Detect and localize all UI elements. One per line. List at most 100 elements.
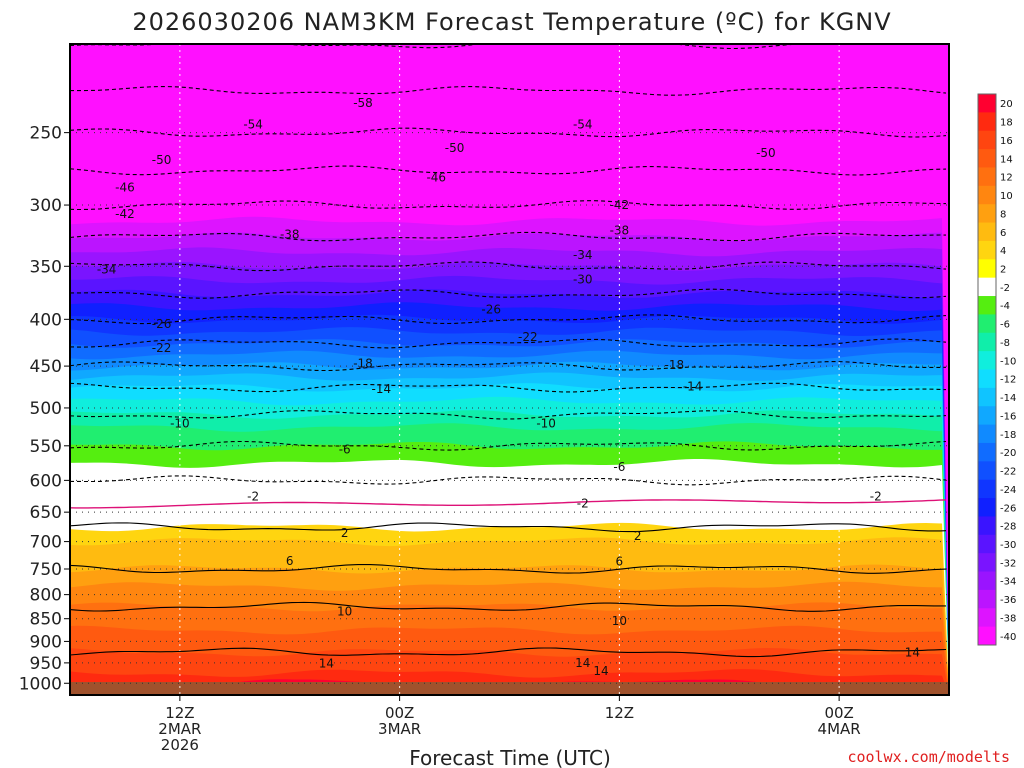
contour-label-text: -42 (610, 198, 630, 212)
contour-label: 6 (286, 554, 294, 568)
colorbar-label: 16 (1000, 136, 1013, 147)
isotherm-contour (70, 165, 947, 176)
contour-label-box (1010, 237, 1024, 250)
plot-frame (69, 43, 950, 696)
contour-label: -54 (573, 118, 593, 132)
isotherm-contour (70, 601, 946, 612)
contour-label: 2 (341, 526, 349, 540)
isotherm-contour (70, 382, 947, 393)
y-tick-label: 450 (30, 357, 62, 377)
colorbar-swatch (978, 130, 996, 150)
colorbar-label: -14 (1000, 393, 1016, 404)
y-tick-label: 800 (30, 586, 62, 606)
colorbar-swatch (978, 296, 996, 315)
colorbar-swatch (978, 167, 996, 187)
colorbar-label: -12 (1000, 375, 1016, 386)
colorbar-label: 6 (1000, 228, 1006, 239)
contour-label: 14 (995, 664, 1013, 678)
contour-label-text: -22 (518, 330, 538, 344)
y-tick-label: 350 (30, 257, 62, 277)
credit-text: coolwx.com/modelts (847, 748, 1010, 766)
colorbar-label: 12 (1000, 173, 1013, 184)
contour-label: -42 (610, 198, 630, 212)
contour-label-text: -2 (870, 490, 882, 504)
colorbar-swatch (978, 185, 996, 205)
contour-label-text: -42 (1012, 207, 1024, 221)
y-tick-label: 500 (30, 399, 62, 419)
contour-label-text: 14 (575, 656, 590, 670)
contour-label: -18 (353, 356, 373, 370)
colorbar-swatch (978, 369, 996, 389)
ground-strip (70, 682, 949, 695)
colorbar-label: 20 (1000, 99, 1013, 110)
contour-label: -50 (152, 153, 172, 167)
contour-label-text: -18 (353, 356, 373, 370)
contour-label-text: -26 (481, 302, 501, 316)
contour-label: -34 (573, 248, 593, 262)
x-tick-label: 4MAR (818, 720, 861, 738)
colorbar-label: -2 (1000, 283, 1010, 294)
colorbar-label: -40 (1000, 632, 1016, 643)
contour-label: -22 (518, 330, 538, 344)
contour-label-text: -54 (243, 118, 263, 132)
contour-label: -58 (353, 96, 373, 110)
colorbar-swatch (978, 534, 996, 554)
contour-label: -38 (610, 224, 630, 238)
contour-label-text: 2 (634, 529, 642, 543)
colorbar-label: -36 (1000, 595, 1016, 606)
y-tick-label: 700 (30, 533, 62, 553)
colorbar-swatch (978, 424, 996, 444)
y-tick-label: 850 (30, 610, 62, 630)
colorbar-swatch (978, 149, 996, 168)
contour-label-text: -46 (1012, 175, 1024, 189)
contour-label-text: -6 (613, 460, 625, 474)
x-tick-label: 00Z (824, 704, 853, 722)
colorbar-label: 2 (1000, 264, 1006, 275)
y-tick-label: 400 (30, 310, 62, 330)
contour-label-text: 6 (286, 554, 294, 568)
contour-label-text: -50 (445, 141, 465, 155)
colorbar-label: -6 (1000, 320, 1010, 331)
colorbar-label: -16 (1000, 411, 1016, 422)
contour-label: -6 (613, 460, 625, 474)
contour-label-text: -46 (115, 180, 135, 194)
isotherm-contour (70, 86, 947, 96)
contour-label: -18 (665, 358, 685, 372)
colorbar-swatch (978, 553, 996, 573)
colorbar-label: -10 (1000, 356, 1016, 367)
contour-label: -22 (152, 341, 172, 355)
contour-label: -38 (1010, 237, 1024, 251)
colorbar-label: -18 (1000, 430, 1016, 441)
isotherm-contour (70, 338, 947, 349)
contour-label-text: -34 (97, 263, 117, 277)
x-tick-label: 00Z (385, 704, 414, 722)
isotherm-contour (70, 288, 947, 299)
contour-label-text: -6 (1016, 437, 1024, 451)
contour-label: 14 (905, 645, 920, 659)
contour-label-text: 14 (319, 657, 334, 671)
colorbar-swatch (978, 204, 996, 224)
colorbar-swatch (978, 626, 996, 646)
isotherm-contour (70, 314, 947, 325)
contour-label-text: -14 (372, 382, 392, 396)
contour-label: 6 (616, 555, 624, 569)
colorbar-swatch (978, 387, 996, 407)
contour-label-text: 10 (337, 605, 352, 619)
isotherm-contour (70, 522, 947, 533)
colorbar-swatch (978, 222, 996, 242)
contour-label-text: -58 (353, 96, 373, 110)
contour-label-text: -22 (1012, 337, 1024, 351)
contour-label: -10 (536, 417, 556, 431)
contour-label: -54 (243, 118, 263, 132)
colorbar-label: -34 (1000, 577, 1016, 588)
contour-label-text: -38 (280, 227, 300, 241)
colorbar-swatch (978, 498, 996, 517)
colorbar-label: -26 (1000, 503, 1016, 514)
contour-label-text: -14 (683, 380, 703, 394)
contour-label: -46 (426, 171, 446, 185)
colorbar-label: -4 (1000, 301, 1010, 312)
contour-label: 2 (634, 529, 642, 543)
contour-label-text: -10 (170, 417, 190, 431)
y-tick-label: 950 (30, 654, 62, 674)
x-tick-label: 3MAR (378, 720, 421, 738)
